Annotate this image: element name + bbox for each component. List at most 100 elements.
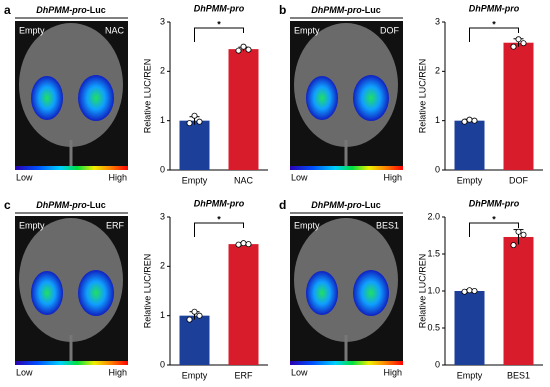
color-bar (15, 361, 128, 365)
image-title-suffix: -Luc (87, 200, 106, 210)
chart-title: DhPMM-pro (469, 3, 520, 13)
y-tick-label: 1 (160, 115, 165, 125)
data-point (510, 242, 517, 249)
signal (78, 75, 114, 121)
image-label: Empty (19, 220, 45, 230)
x-tick-label: Empty (182, 175, 208, 185)
scale-label: High (383, 367, 402, 377)
significance-bracket (194, 27, 244, 42)
data-point (510, 43, 517, 50)
panel-label: b (279, 3, 286, 17)
chart-title: DhPMM-pro (194, 198, 245, 208)
scale-label: High (383, 172, 402, 182)
bar (179, 120, 210, 170)
image-label: DOF (380, 25, 400, 35)
significance: * (492, 19, 496, 29)
y-tick-label: 2 (160, 261, 165, 271)
scale-label: Low (16, 172, 33, 182)
x-tick-label: Empty (457, 175, 483, 185)
data-point (191, 308, 198, 315)
data-point (520, 40, 527, 47)
image-title-suffix: -Luc (87, 5, 106, 15)
y-tick-label: 2.0 (427, 211, 440, 221)
x-tick-label: Empty (457, 370, 483, 380)
y-tick-label: 0 (435, 164, 440, 174)
panel-label: d (279, 198, 286, 212)
y-axis-label: Relative LUC/REN (417, 59, 427, 134)
data-point (471, 287, 478, 294)
y-axis-label: Relative LUC/REN (142, 59, 152, 134)
color-bar (290, 166, 403, 170)
scale-label: Low (291, 367, 308, 377)
bar (179, 315, 210, 365)
data-point (245, 46, 252, 53)
y-axis-label: Relative LUC/REN (417, 254, 427, 329)
y-tick-label: 3 (160, 211, 165, 221)
significance-bracket (194, 222, 244, 237)
image-title-suffix: -Luc (362, 5, 381, 15)
y-tick-label: 0 (160, 359, 165, 369)
image-label: Empty (294, 220, 320, 230)
significance: * (217, 214, 221, 224)
signal (306, 76, 338, 120)
x-tick-label: NAC (234, 175, 254, 185)
scale-label: High (108, 172, 127, 182)
y-tick-label: 1.0 (427, 285, 440, 295)
signal (353, 270, 389, 316)
scale-label: High (108, 367, 127, 377)
image-label: BES1 (376, 220, 399, 230)
data-point (245, 241, 252, 248)
data-point (466, 287, 473, 294)
image-label: NAC (105, 25, 125, 35)
image-title: DhPMM-pro-Luc (36, 5, 106, 15)
data-point (240, 240, 247, 247)
signal (78, 270, 114, 316)
data-point (235, 241, 242, 248)
data-point (191, 112, 198, 119)
bar (503, 236, 534, 365)
image-label: Empty (294, 25, 320, 35)
bar (228, 244, 259, 365)
image-title-suffix: -Luc (362, 200, 381, 210)
image-title: DhPMM-pro-Luc (311, 5, 381, 15)
y-tick-label: 2 (435, 66, 440, 76)
image-title-italic: DhPMM-pro (311, 200, 362, 210)
data-point (240, 43, 247, 50)
data-point (461, 118, 468, 125)
bar (454, 120, 485, 170)
data-point (471, 117, 478, 124)
image-title-italic: DhPMM-pro (36, 5, 87, 15)
data-point (196, 118, 203, 125)
y-tick-label: 1 (435, 115, 440, 125)
panel-label: c (4, 198, 11, 212)
y-tick-label: 0 (160, 164, 165, 174)
y-tick-label: 3 (160, 16, 165, 26)
x-tick-label: DOF (509, 175, 529, 185)
y-tick-label: 3 (435, 16, 440, 26)
x-tick-label: BES1 (507, 370, 530, 380)
data-point (520, 231, 527, 238)
data-point (515, 228, 522, 235)
chart-title: DhPMM-pro (194, 3, 245, 13)
data-point (235, 47, 242, 54)
image-label: Empty (19, 25, 45, 35)
y-tick-label: 0.5 (427, 322, 440, 332)
chart-title: DhPMM-pro (469, 198, 520, 208)
signal (31, 76, 63, 120)
panel-label: a (4, 3, 11, 17)
data-point (186, 120, 193, 127)
y-tick-label: 1.5 (427, 248, 440, 258)
x-tick-label: Empty (182, 370, 208, 380)
signal (306, 271, 338, 315)
color-bar (15, 166, 128, 170)
y-tick-label: 1 (160, 310, 165, 320)
significance: * (217, 19, 221, 29)
data-point (461, 288, 468, 295)
data-point (515, 36, 522, 43)
data-point (196, 312, 203, 319)
scale-label: Low (16, 367, 33, 377)
significance: * (492, 214, 496, 224)
image-label: ERF (106, 220, 125, 230)
image-title: DhPMM-pro-Luc (36, 200, 106, 210)
image-title: DhPMM-pro-Luc (311, 200, 381, 210)
